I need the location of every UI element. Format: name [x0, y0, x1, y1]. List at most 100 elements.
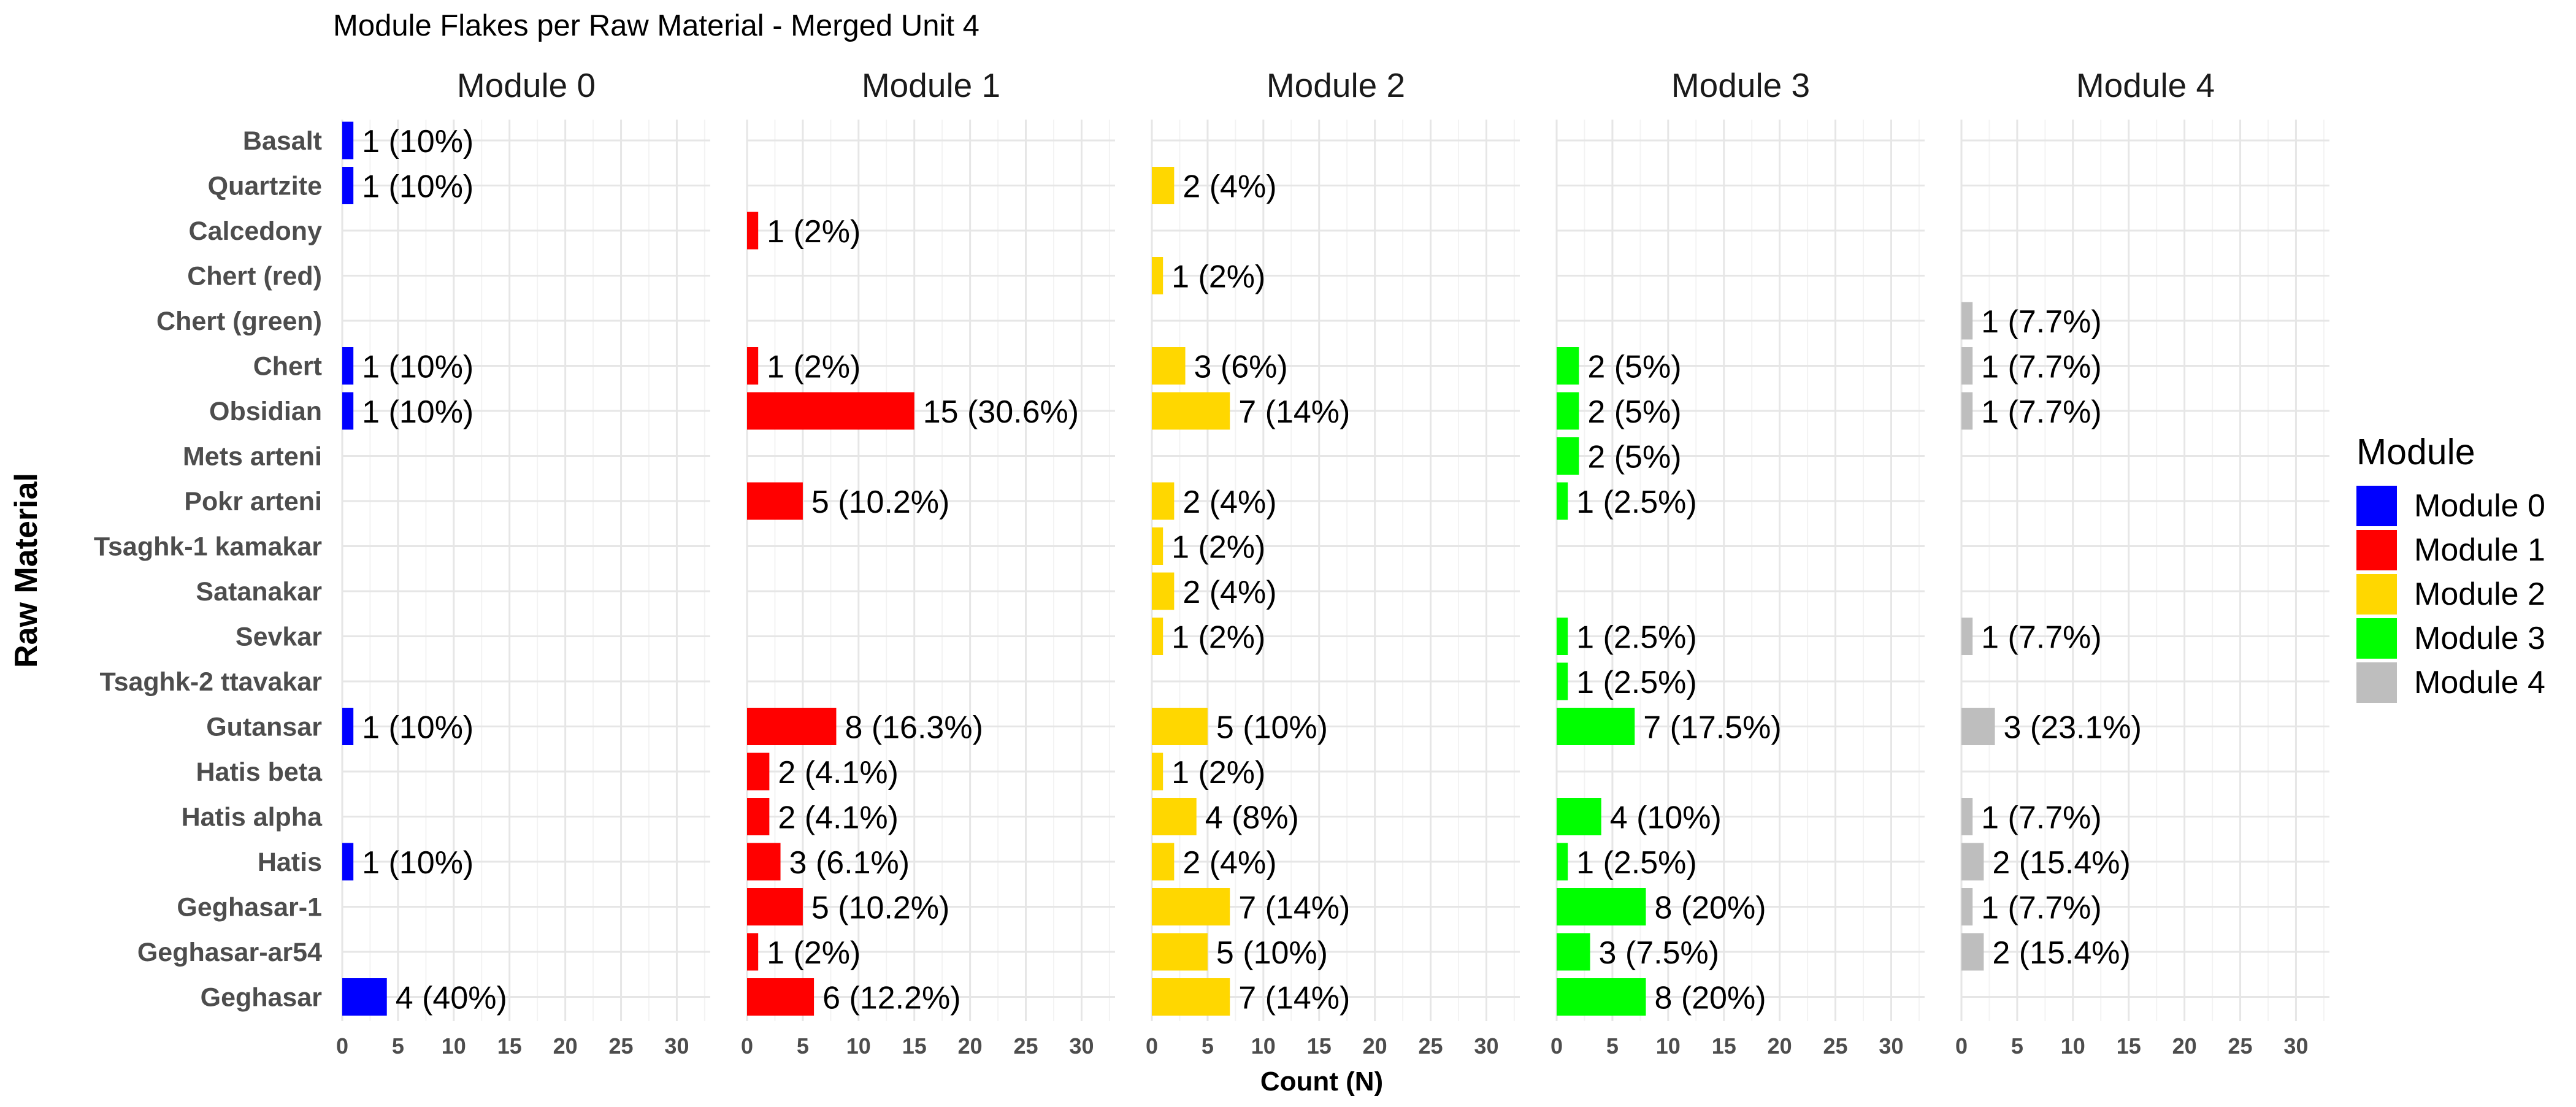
- bar-value-label: 2 (4%): [1183, 575, 1276, 610]
- y-tick-label: Chert (green): [156, 307, 322, 336]
- bar: [1557, 437, 1579, 475]
- bar: [342, 347, 354, 385]
- bar-value-label: 1 (10%): [362, 710, 473, 746]
- bar-value-label: 2 (4%): [1183, 485, 1276, 520]
- x-tick-label: 25: [2228, 1033, 2253, 1059]
- legend: Module Module 0 Module 1 Module 2 Module 3 M…: [2356, 432, 2545, 703]
- bar-value-label: 1 (10%): [362, 124, 473, 159]
- bar-value-label: 1 (2%): [1171, 755, 1265, 791]
- bar: [1961, 302, 1973, 340]
- bar: [1152, 257, 1163, 294]
- bar-value-label: 8 (20%): [1654, 891, 1766, 926]
- bar-value-label: 2 (15.4%): [1992, 845, 2130, 881]
- x-tick-label: 10: [2061, 1033, 2085, 1059]
- y-tick-label: Mets arteni: [183, 442, 322, 472]
- bar-value-label: 4 (10%): [1610, 800, 1722, 836]
- bar-value-label: 1 (2.5%): [1576, 845, 1697, 881]
- x-tick-label: 20: [1363, 1033, 1387, 1059]
- x-tick-label: 5: [1606, 1033, 1619, 1059]
- x-tick-label: 15: [1307, 1033, 1332, 1059]
- x-tick-label: 15: [1712, 1033, 1736, 1059]
- bar-value-label: 1 (7.7%): [1981, 394, 2102, 430]
- panel-title: Module 0: [457, 66, 596, 104]
- bar: [1152, 798, 1197, 835]
- bar-value-label: 1 (2%): [767, 350, 861, 385]
- x-tick-label: 25: [1014, 1033, 1038, 1059]
- x-tick-label: 25: [609, 1033, 634, 1059]
- y-tick-label: Pokr arteni: [184, 487, 322, 516]
- y-tick-label: Geghasar-ar54: [137, 938, 322, 967]
- bar-value-label: 3 (6%): [1194, 350, 1288, 385]
- bar: [1152, 527, 1163, 565]
- bar-value-label: 1 (7.7%): [1981, 800, 2102, 836]
- y-axis-label: Raw Material: [9, 473, 44, 668]
- y-tick-label: Basalt: [243, 126, 322, 156]
- bar: [1961, 618, 1973, 655]
- bar: [1152, 482, 1175, 520]
- bar-value-label: 1 (2.5%): [1576, 485, 1697, 520]
- bar: [747, 347, 759, 385]
- x-tick-label: 10: [846, 1033, 871, 1059]
- x-tick-label: 15: [497, 1033, 522, 1059]
- legend-title: Module: [2356, 432, 2475, 472]
- bar: [1152, 618, 1163, 655]
- bar: [1152, 167, 1175, 204]
- bar: [342, 167, 354, 204]
- y-tick-label: Obsidian: [209, 397, 322, 426]
- x-tick-label: 5: [392, 1033, 404, 1059]
- grid-layer: [341, 120, 2329, 1021]
- legend-swatch: [2356, 530, 2397, 570]
- label-layer: 1 (10%) 1 (10%) 1 (10%) 1 (10%) 1 (10%) 1 (10…: [362, 124, 2142, 1016]
- bar: [1961, 888, 1973, 925]
- bar-value-label: 7 (14%): [1238, 981, 1350, 1016]
- bar: [342, 978, 387, 1016]
- bar-value-label: 3 (23.1%): [2004, 710, 2142, 746]
- bar-value-label: 1 (2%): [767, 214, 861, 250]
- bar: [1557, 888, 1646, 925]
- bar: [342, 121, 354, 159]
- x-tick-label: 0: [741, 1033, 753, 1059]
- y-tick-label: Tsaghk-2 ttavakar: [100, 667, 323, 697]
- bar-value-label: 8 (20%): [1654, 981, 1766, 1016]
- chart-title: Module Flakes per Raw Material - Merged …: [333, 9, 979, 42]
- x-tick-label: 30: [1474, 1033, 1498, 1059]
- x-tick-label: 30: [1879, 1033, 1903, 1059]
- bar: [747, 888, 803, 925]
- bar: [1152, 753, 1163, 791]
- bar-value-label: 2 (4%): [1183, 169, 1276, 205]
- bar: [1152, 708, 1208, 745]
- bar-value-label: 8 (16.3%): [845, 710, 983, 746]
- bar: [1152, 392, 1230, 430]
- x-tick-label: 30: [1069, 1033, 1094, 1059]
- bar-value-label: 4 (40%): [396, 981, 507, 1016]
- bar: [1557, 482, 1568, 520]
- x-tick-label: 20: [958, 1033, 983, 1059]
- bar: [1557, 392, 1579, 430]
- bar-value-label: 2 (15.4%): [1992, 935, 2130, 971]
- bar: [747, 978, 815, 1016]
- legend-swatch: [2356, 486, 2397, 526]
- bar-value-label: 5 (10%): [1216, 935, 1328, 971]
- x-tick-label: 15: [2117, 1033, 2141, 1059]
- bar-value-label: 3 (7.5%): [1599, 935, 1720, 971]
- y-tick-label: Chert: [253, 352, 322, 381]
- axis-layer: Basalt Quartzite Calcedony Chert (red) Chert…: [94, 66, 2309, 1059]
- bar: [1557, 978, 1646, 1016]
- bar: [1961, 933, 1984, 971]
- bar-value-label: 5 (10%): [1216, 710, 1328, 746]
- bar: [1152, 888, 1230, 925]
- panel-title: Module 1: [862, 66, 1000, 104]
- y-tick-label: Satanakar: [196, 577, 322, 607]
- bar: [1152, 347, 1186, 385]
- bar-value-label: 3 (6.1%): [789, 845, 910, 881]
- bar-value-label: 1 (7.7%): [1981, 891, 2102, 926]
- bar: [1152, 843, 1175, 881]
- bar-value-label: 1 (7.7%): [1981, 304, 2102, 340]
- y-tick-label: Hatis alpha: [182, 803, 323, 832]
- panel-title: Module 4: [2076, 66, 2215, 104]
- bar: [1961, 708, 1995, 745]
- legend-entry-label: Module 0: [2414, 488, 2545, 524]
- bar: [1152, 933, 1208, 971]
